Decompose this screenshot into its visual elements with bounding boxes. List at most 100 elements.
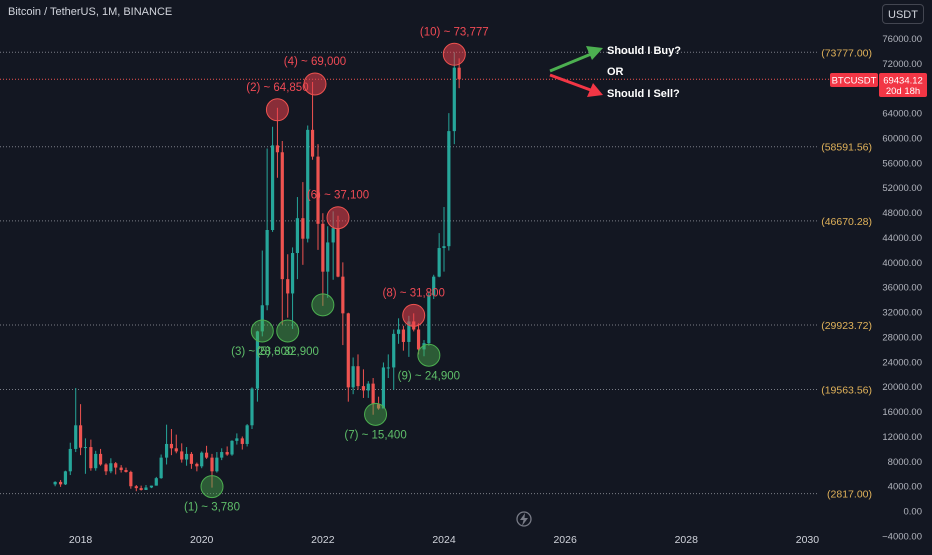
horizontal-levels: (73777.00) (58591.56) (46670.28) (29923.72)…: [0, 47, 880, 501]
candle-body: [432, 276, 436, 296]
candle-body: [68, 448, 72, 472]
candle-body: [114, 463, 118, 468]
candle-body: [174, 448, 178, 452]
candle-body: [310, 129, 315, 157]
candle-body: [275, 145, 280, 153]
y-tick-label: 20000.00: [882, 382, 922, 393]
candle-body: [240, 438, 244, 444]
y-tick-label: 8000.00: [888, 457, 922, 468]
candle-body: [149, 485, 154, 488]
x-tick-label: 2026: [553, 534, 577, 546]
candle-body: [225, 452, 229, 455]
candle-body: [392, 333, 396, 368]
candle-body: [129, 471, 133, 487]
price-tag-countdown: 20d 18h: [886, 86, 920, 97]
low-marker: [250, 319, 274, 343]
candle-body: [381, 367, 386, 409]
annotation-label: (4) ~ 69,000: [284, 56, 346, 68]
lightning-icon[interactable]: [516, 511, 532, 527]
low-marker: [311, 293, 335, 317]
y-tick-label: 48000.00: [882, 208, 922, 219]
level-label: (29923.72): [821, 320, 872, 332]
candle-body: [326, 242, 330, 272]
x-tick-label: 2022: [311, 534, 335, 546]
symbol-title: Bitcoin / TetherUS, 1M, BINANCE: [8, 6, 173, 18]
y-tick-label: 60000.00: [882, 133, 922, 144]
candle-body: [295, 218, 300, 254]
ticker-tag: BTCUSDT: [832, 76, 877, 87]
y-tick-label: 72000.00: [882, 59, 922, 70]
x-tick-label: 2024: [432, 534, 456, 546]
price-tag-value: 69434.12: [883, 76, 923, 87]
candle-body: [109, 463, 113, 472]
candle-body: [301, 218, 305, 239]
low-marker: [364, 402, 388, 426]
annotation-markers: (1) ~ 3,780 (2) ~ 64,850 (3) ~ 28,800 (4) ~…: [184, 26, 489, 513]
ticker-tag-bg: [830, 73, 878, 87]
candle-body: [200, 452, 204, 467]
candle-body: [306, 129, 310, 239]
annotation-label: (6) ~ 37,100: [307, 190, 369, 202]
level-label: (2817.00): [827, 489, 872, 501]
candle-body: [401, 329, 406, 342]
candle-series: [53, 52, 461, 492]
candle-body: [396, 329, 401, 334]
candle-body: [386, 367, 390, 369]
candle-body: [180, 451, 184, 460]
y-tick-label: 56000.00: [882, 158, 922, 169]
candle-body: [159, 457, 163, 479]
candle-body: [184, 453, 189, 460]
x-tick-label: 2030: [796, 534, 820, 546]
x-tick-label: 2028: [675, 534, 699, 546]
annotation-label: (3) ~ 28,800: [231, 346, 293, 358]
candle-body: [230, 440, 234, 455]
candle-body: [83, 447, 88, 449]
y-tick-label: 12000.00: [882, 432, 922, 443]
candle-body: [416, 329, 421, 350]
buy-arrow-line: [549, 50, 597, 73]
candle-body: [89, 447, 93, 469]
annotation-label: (2) ~ 64,850: [246, 82, 308, 94]
annotation-label: (5) ~ 32,900: [257, 346, 319, 358]
y-tick-label: 40000.00: [882, 258, 922, 269]
y-tick-label: 28000.00: [882, 332, 922, 343]
candle-body: [53, 481, 57, 485]
candle-body: [290, 253, 295, 294]
price-axis[interactable]: −4000.00 0.00 4000.00 8000.00 12000.00 16000.…: [882, 34, 922, 543]
candle-body: [220, 452, 224, 458]
high-marker: [303, 72, 327, 96]
candle-body: [356, 366, 360, 387]
candle-body: [376, 404, 381, 409]
candle-body: [154, 478, 158, 486]
last-price-tag: BTCUSDT 69434.12 20d 18h: [830, 73, 927, 97]
low-marker: [200, 475, 224, 499]
candle-body: [215, 457, 219, 472]
price-tag-bg: [879, 73, 927, 97]
currency-button[interactable]: USDT: [882, 4, 924, 24]
buy-sell-callout: Should I Buy? OR Should I Sell?: [549, 45, 681, 100]
time-axis[interactable]: 2018 2020 2022 2024 2026 2028 2030: [69, 534, 819, 546]
sell-question: Should I Sell?: [607, 88, 680, 100]
y-tick-label: 76000.00: [882, 34, 922, 45]
candle-body: [427, 295, 431, 344]
candle-body: [98, 453, 103, 465]
candle-body: [104, 464, 108, 472]
candle-body: [457, 67, 461, 80]
candle-body: [210, 457, 214, 472]
candle-body: [124, 470, 128, 472]
candle-body: [442, 246, 446, 249]
candle-body: [235, 438, 239, 441]
candle-body: [336, 228, 340, 277]
candle-body: [316, 156, 320, 224]
low-marker: [417, 343, 441, 367]
x-tick-label: 2020: [190, 534, 214, 546]
sell-arrow-head: [587, 83, 603, 97]
candle-body: [437, 248, 441, 277]
candle-body: [447, 131, 451, 247]
y-tick-label: −4000.00: [882, 532, 922, 543]
y-tick-label: 32000.00: [882, 308, 922, 319]
y-tick-label: 44000.00: [882, 233, 922, 244]
candle-body: [250, 388, 254, 426]
